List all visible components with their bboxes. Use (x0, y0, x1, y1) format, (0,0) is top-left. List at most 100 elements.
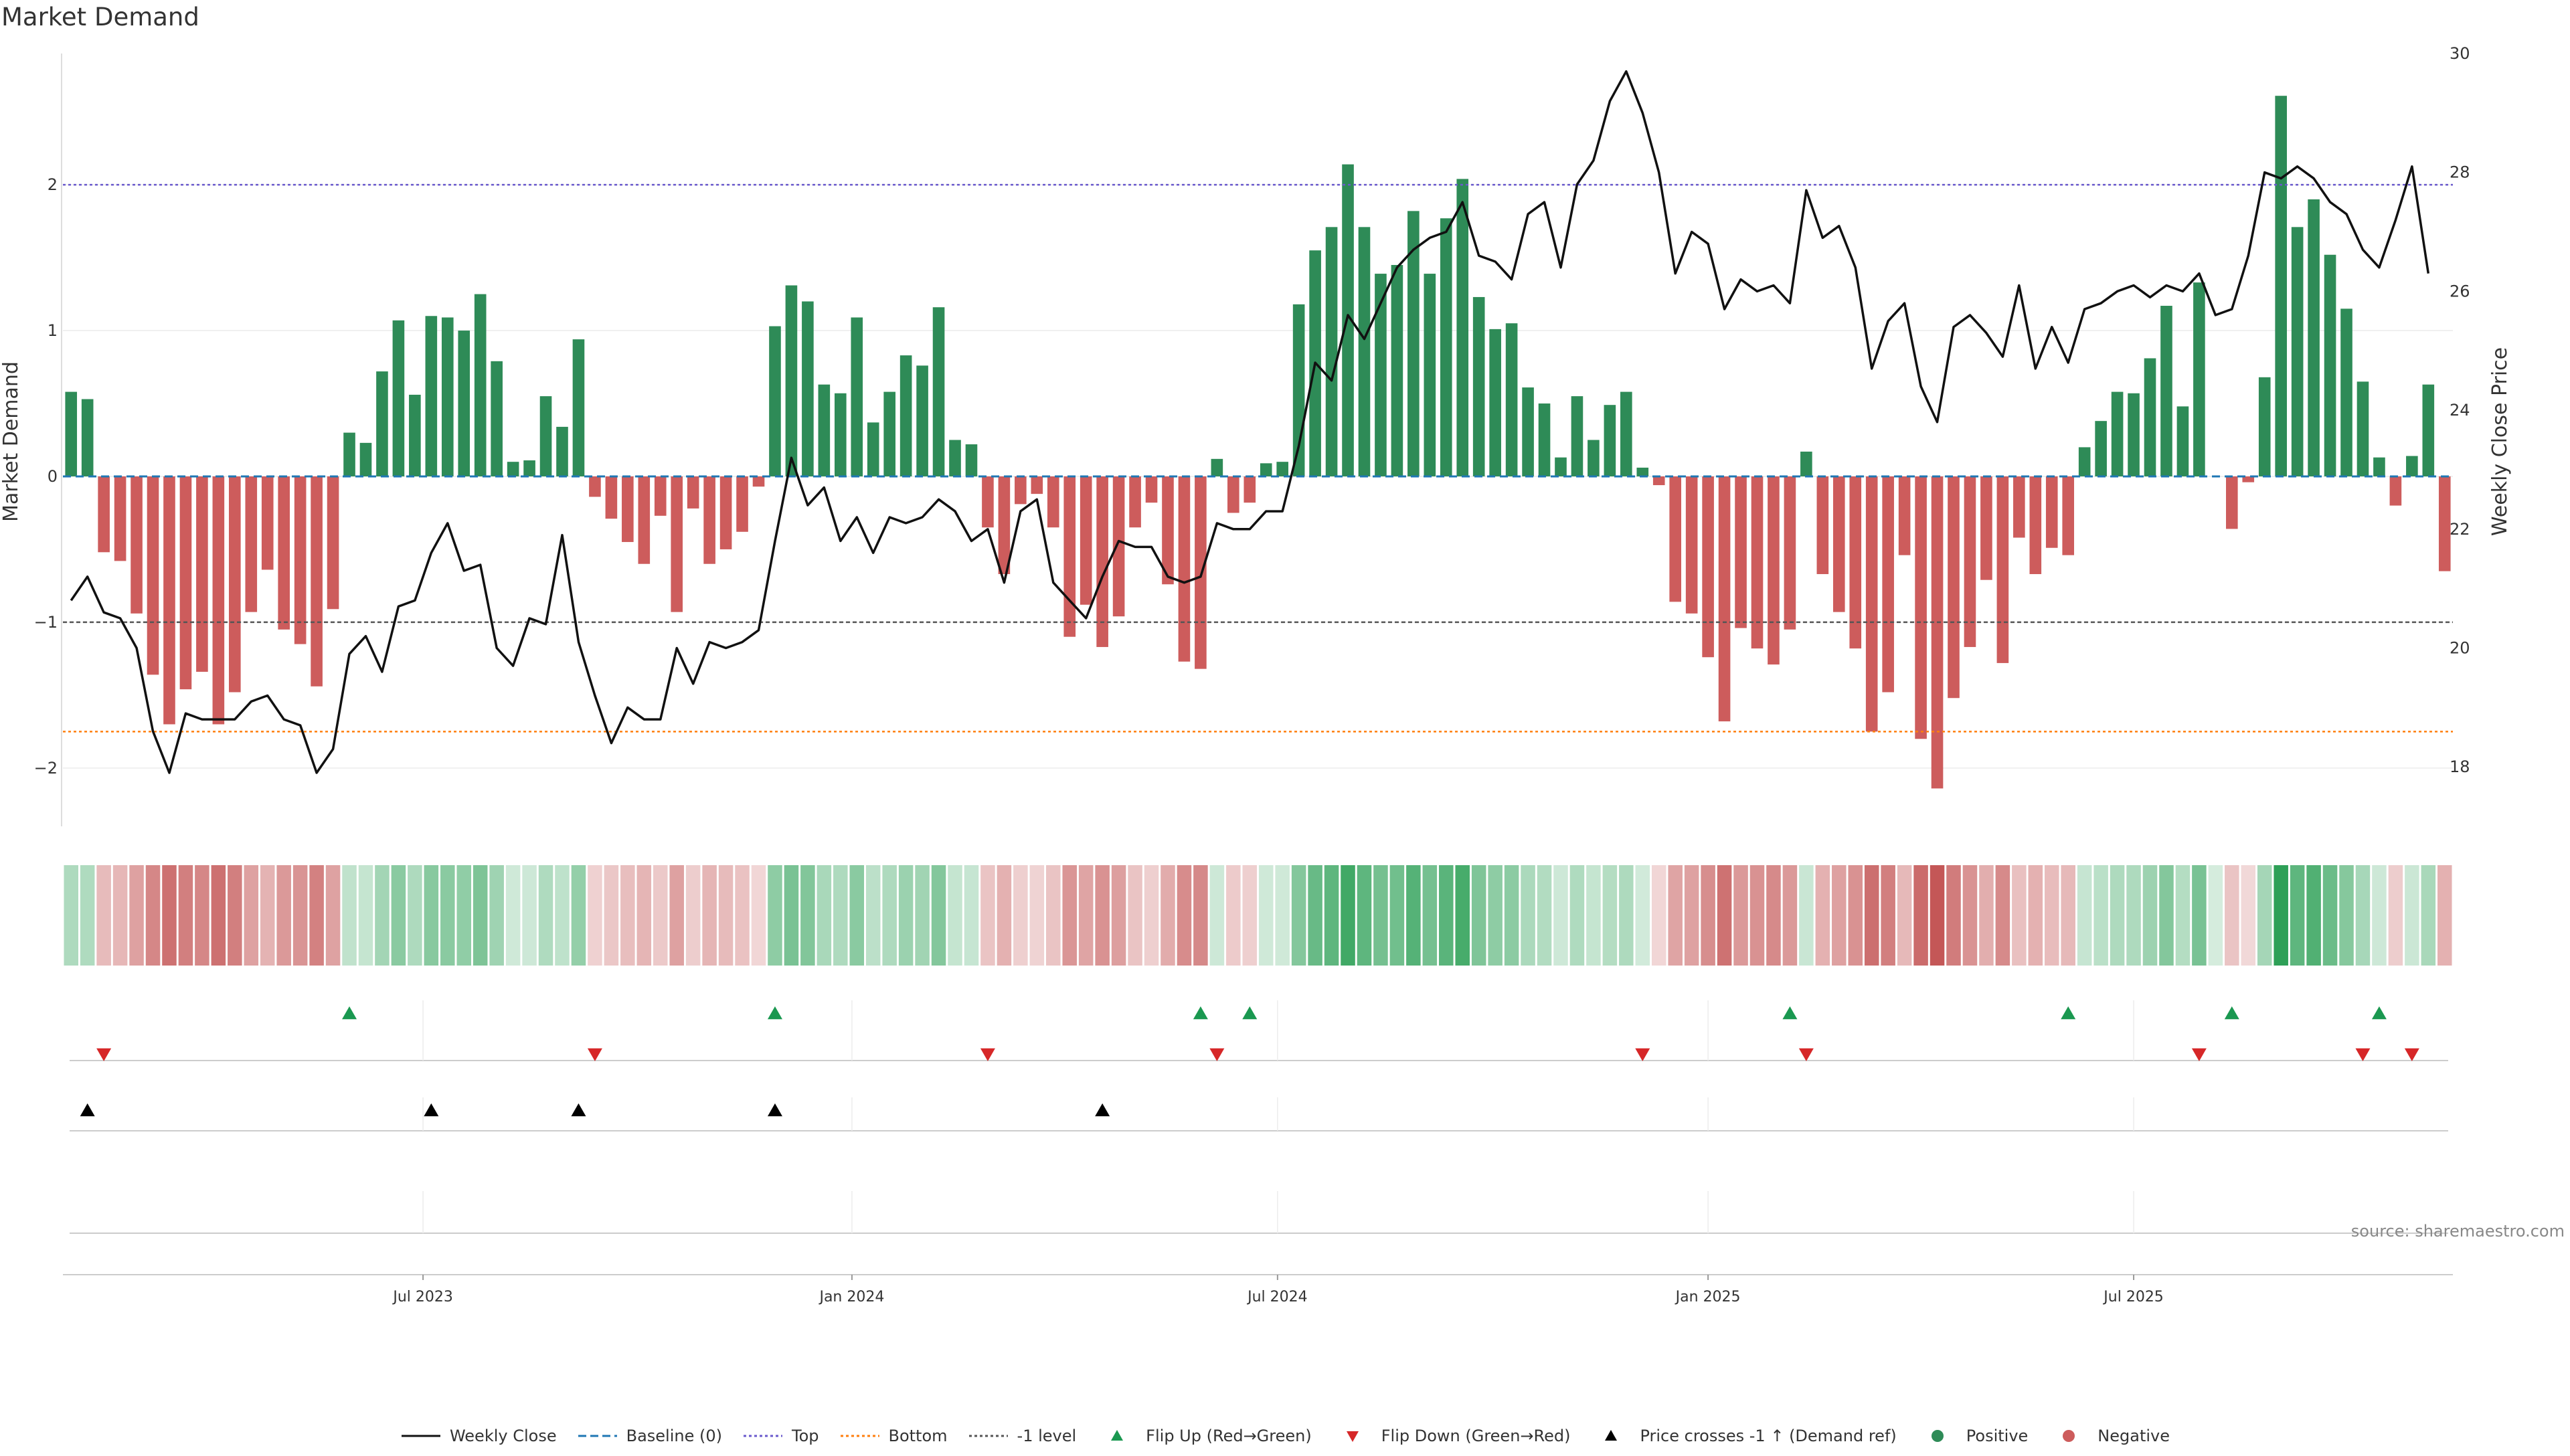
y-tick-label: −1 (34, 613, 58, 632)
demand-bar (1211, 458, 1223, 476)
demand-bar (1080, 476, 1092, 605)
demand-bar (1440, 218, 1452, 476)
heat-cell (1749, 865, 1765, 966)
heat-cell (358, 865, 373, 966)
heat-cell (1111, 865, 1126, 966)
demand-bar (2242, 476, 2255, 482)
legend-item: Price crosses -1 ↑ (Demand ref) (1590, 1427, 1897, 1445)
demand-bar (1407, 211, 1420, 476)
legend: Weekly Close Baseline (0) Top Bottom -1 leve… (0, 1416, 2570, 1456)
heat-cell (1471, 865, 1486, 966)
demand-bar (507, 462, 519, 476)
demand-bar (2389, 476, 2402, 506)
heat-cell (997, 865, 1012, 966)
heat-cell (1635, 865, 1650, 966)
demand-bar (1620, 391, 1632, 476)
demand-bar (867, 422, 879, 476)
heat-cell (1701, 865, 1715, 966)
demand-bar (1636, 467, 1649, 476)
demand-bar (851, 317, 863, 476)
heat-cell (2421, 865, 2436, 966)
heat-cell (1881, 865, 1895, 966)
demand-bar (1047, 476, 1059, 528)
demand-bar (1849, 476, 1862, 649)
heat-cell (620, 865, 635, 966)
heat-cell (112, 865, 128, 966)
legend-swatch (2063, 1430, 2075, 1442)
demand-bar (1472, 296, 1485, 476)
demand-bar (998, 476, 1011, 574)
demand-bar (1424, 274, 1436, 476)
demand-bar (1276, 462, 1288, 476)
y2-tick-label: 26 (2450, 282, 2470, 300)
demand-bar (1358, 227, 1371, 476)
heat-cell (260, 865, 275, 966)
demand-bar (2160, 306, 2172, 476)
heat-cell (1062, 865, 1077, 966)
heat-cell (342, 865, 357, 966)
y-tick-label: 0 (48, 467, 58, 486)
legend-item: -1 level (968, 1427, 1076, 1445)
y2-axis-label: Weekly Close Price (2488, 347, 2512, 536)
heat-cell (1864, 865, 1879, 966)
heat-cell (1439, 865, 1454, 966)
heat-cell (2274, 865, 2288, 966)
heat-cell (685, 865, 701, 966)
demand-bar (556, 426, 568, 476)
flip-up-marker (2224, 1006, 2239, 1020)
demand-bar (359, 442, 372, 476)
heat-cell (64, 865, 78, 966)
demand-bar (605, 476, 618, 519)
legend-label: Weekly Close (449, 1427, 557, 1445)
heat-cell (1455, 865, 1470, 966)
cross-up-marker (767, 1103, 782, 1117)
demand-bar (1751, 476, 1764, 649)
heat-cell (456, 865, 472, 966)
heat-cell (1619, 865, 1634, 966)
heat-cell (1717, 865, 1732, 966)
legend-swatch (744, 1435, 782, 1437)
demand-bar (2193, 282, 2205, 476)
heat-cell (1913, 865, 1928, 966)
demand-bar (1162, 476, 1174, 585)
demand-bar (392, 320, 405, 476)
heat-cell (1848, 865, 1863, 966)
flip-up-marker (1193, 1006, 1208, 1020)
demand-bar (1325, 227, 1338, 476)
heat-cell (915, 865, 930, 966)
demand-bar (1768, 476, 1780, 665)
demand-bar (1685, 476, 1698, 614)
heat-cell (2012, 865, 2027, 966)
demand-bar (425, 316, 438, 476)
heat-cell (2093, 865, 2108, 966)
demand-bar (703, 476, 715, 564)
demand-bar (539, 396, 552, 476)
legend-swatch-mark (1605, 1430, 1618, 1441)
demand-bar (687, 476, 699, 509)
demand-bar (900, 355, 912, 476)
heat-cell (2110, 865, 2125, 966)
x-tick-label: Jan 2025 (1675, 1289, 1741, 1305)
demand-bar (179, 476, 192, 690)
main-panel: −2 −1 0 1 2 18 20 22 24 26 28 30 (34, 44, 2470, 826)
demand-bar (1456, 179, 1469, 476)
heat-cell (1373, 865, 1388, 966)
demand-bar (1195, 476, 1207, 669)
demand-bar (1604, 405, 1616, 476)
legend-swatch (1605, 1430, 1618, 1441)
cross-up-marker (571, 1103, 586, 1117)
heat-cell (1782, 865, 1798, 966)
heat-cell (636, 865, 652, 966)
demand-bar (1898, 476, 1911, 555)
heat-cell (1766, 865, 1781, 966)
demand-bar (1816, 476, 1829, 574)
heat-cell (2339, 865, 2354, 966)
legend-item: Negative (2048, 1427, 2170, 1445)
demand-bar (2422, 384, 2435, 476)
demand-bar (2438, 476, 2451, 571)
demand-bar (2144, 358, 2156, 476)
heat-cell (2225, 865, 2239, 966)
heat-cell (1013, 865, 1028, 966)
demand-bar (2275, 96, 2287, 476)
demand-bar (2095, 421, 2107, 476)
